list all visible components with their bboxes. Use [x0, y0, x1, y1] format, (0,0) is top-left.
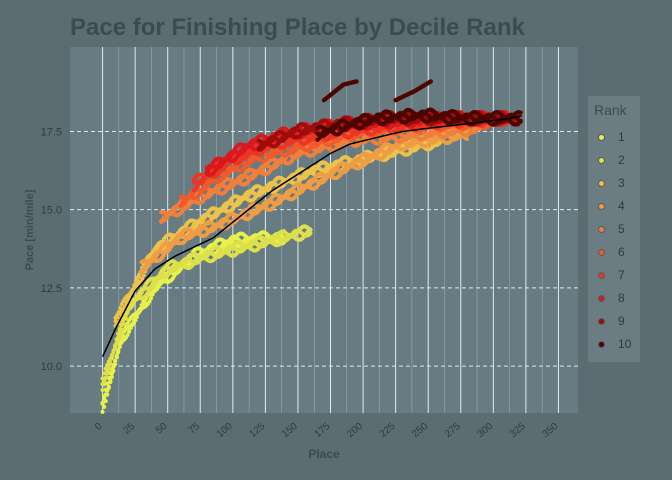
data-point [127, 329, 132, 334]
data-point [102, 371, 107, 376]
data-point [109, 374, 115, 379]
data-point [116, 348, 121, 354]
data-point [134, 314, 140, 319]
data-point [108, 378, 113, 383]
data-point [147, 299, 152, 304]
data-point [139, 290, 144, 295]
data-point [111, 368, 116, 373]
data-point [308, 227, 313, 232]
data-point [464, 136, 469, 142]
data-point [102, 404, 107, 409]
data-point [116, 338, 121, 343]
data-point [108, 361, 113, 366]
data-point [117, 335, 122, 340]
data-point [112, 362, 118, 367]
data-point [142, 299, 147, 305]
data-point [117, 344, 122, 349]
data-point [103, 375, 108, 381]
data-point [122, 322, 127, 327]
data-point [120, 327, 125, 332]
data-point [140, 276, 145, 282]
data-points [100, 79, 523, 414]
data-point [102, 382, 107, 387]
data-point [112, 358, 118, 363]
data-point [109, 355, 115, 361]
chart-title: Pace for Finishing Place by Decile Rank [70, 14, 525, 41]
data-point [119, 302, 124, 307]
data-point [100, 400, 105, 405]
data-point [150, 292, 155, 297]
data-point [148, 296, 154, 301]
data-point [105, 392, 110, 397]
data-point [112, 344, 118, 349]
data-point [308, 231, 313, 236]
data-point [125, 332, 130, 338]
data-point [103, 399, 108, 404]
data-point [100, 387, 105, 393]
data-point [133, 318, 138, 323]
data-point [123, 316, 129, 321]
data-point [114, 353, 119, 358]
data-point [119, 331, 124, 336]
data-point [106, 385, 111, 390]
data-point [125, 310, 130, 315]
data-point [119, 322, 124, 327]
data-point [100, 409, 105, 414]
data-point [106, 367, 111, 372]
data-point [117, 326, 122, 331]
